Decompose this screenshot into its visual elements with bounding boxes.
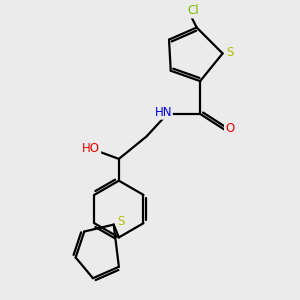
Text: O: O xyxy=(225,122,234,135)
Text: Cl: Cl xyxy=(188,4,199,17)
Text: HN: HN xyxy=(154,106,172,119)
Text: S: S xyxy=(226,46,234,59)
Text: S: S xyxy=(118,214,125,228)
Text: HO: HO xyxy=(82,142,100,155)
